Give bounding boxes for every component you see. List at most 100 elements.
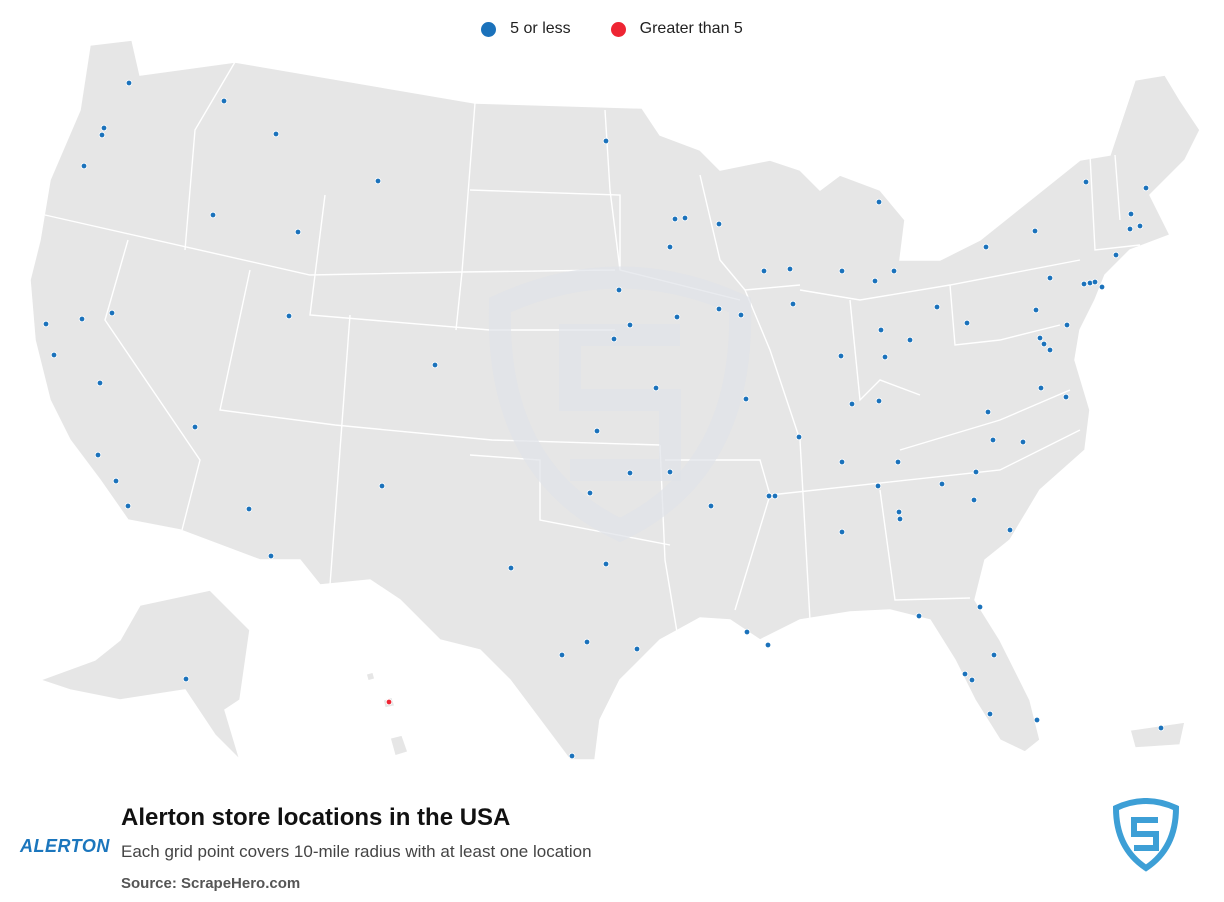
location-point-5-or-less bbox=[220, 97, 228, 105]
location-point-5-or-less bbox=[1036, 334, 1044, 342]
location-point-5-or-less bbox=[1112, 251, 1120, 259]
location-point-5-or-less bbox=[1157, 724, 1165, 732]
location-point-5-or-less bbox=[837, 352, 845, 360]
border-line bbox=[1114, 154, 1121, 221]
location-point-5-or-less bbox=[1082, 178, 1090, 186]
location-point-5-or-less bbox=[1080, 280, 1088, 288]
border-line bbox=[799, 259, 1081, 301]
location-point-5-or-less bbox=[715, 305, 723, 313]
border-line bbox=[849, 299, 921, 402]
location-point-5-or-less bbox=[795, 433, 803, 441]
legend-item-greater-than-5: Greater than 5 bbox=[610, 20, 743, 38]
location-point-5-or-less bbox=[374, 177, 382, 185]
map-title: Alerton store locations in the USA bbox=[121, 804, 511, 831]
border-line bbox=[469, 189, 621, 270]
location-point-5-or-less bbox=[285, 312, 293, 320]
location-point-5-or-less bbox=[191, 423, 199, 431]
map-subtitle: Each grid point covers 10-mile radius wi… bbox=[121, 842, 592, 861]
location-point-5-or-less bbox=[209, 211, 217, 219]
location-point-5-or-less bbox=[915, 612, 923, 620]
location-point-5-or-less bbox=[378, 482, 386, 490]
location-point-5-or-less bbox=[764, 641, 772, 649]
alaska-shape bbox=[37, 589, 251, 761]
location-point-5-or-less bbox=[1019, 438, 1027, 446]
border-line bbox=[699, 174, 801, 291]
location-point-5-or-less bbox=[593, 427, 601, 435]
location-point-5-or-less bbox=[615, 286, 623, 294]
location-point-5-or-less bbox=[742, 395, 750, 403]
location-point-5-or-less bbox=[881, 353, 889, 361]
location-point-5-or-less bbox=[1037, 384, 1045, 392]
location-point-5-or-less bbox=[98, 131, 106, 139]
location-point-5-or-less bbox=[875, 397, 883, 405]
location-point-5-or-less bbox=[124, 502, 132, 510]
location-point-5-or-less bbox=[125, 79, 133, 87]
location-point-5-or-less bbox=[1046, 346, 1054, 354]
watermark-outline bbox=[488, 266, 752, 543]
location-point-5-or-less bbox=[666, 243, 674, 251]
location-point-5-or-less bbox=[938, 480, 946, 488]
location-point-5-or-less bbox=[100, 124, 108, 132]
location-point-5-or-less bbox=[80, 162, 88, 170]
location-point-5-or-less bbox=[245, 505, 253, 513]
location-point-greater-than-5 bbox=[385, 698, 393, 706]
legend-label: Greater than 5 bbox=[639, 20, 743, 37]
location-points-small bbox=[42, 79, 1165, 760]
legend-dot-red-icon bbox=[610, 21, 626, 37]
location-point-5-or-less bbox=[78, 315, 86, 323]
border-line bbox=[879, 489, 971, 601]
location-point-5-or-less bbox=[982, 243, 990, 251]
location-point-5-or-less bbox=[760, 267, 768, 275]
location-point-5-or-less bbox=[972, 468, 980, 476]
location-point-5-or-less bbox=[42, 320, 50, 328]
location-point-5-or-less bbox=[626, 321, 634, 329]
location-point-5-or-less bbox=[838, 528, 846, 536]
location-point-5-or-less bbox=[871, 277, 879, 285]
location-point-5-or-less bbox=[984, 408, 992, 416]
hawaii-island-big bbox=[389, 734, 409, 757]
hawaii-island-oahu bbox=[365, 671, 376, 682]
location-point-5-or-less bbox=[681, 214, 689, 222]
location-point-5-or-less bbox=[1136, 222, 1144, 230]
location-point-5-or-less bbox=[182, 675, 190, 683]
location-point-5-or-less bbox=[1126, 225, 1134, 233]
legend: 5 or less Greater than 5 bbox=[0, 20, 1224, 38]
location-point-5-or-less bbox=[896, 515, 904, 523]
legend-dot-blue-icon bbox=[481, 21, 497, 37]
location-point-5-or-less bbox=[771, 492, 779, 500]
location-point-5-or-less bbox=[743, 628, 751, 636]
location-point-5-or-less bbox=[1006, 526, 1014, 534]
location-point-5-or-less bbox=[986, 710, 994, 718]
location-point-5-or-less bbox=[890, 267, 898, 275]
location-point-5-or-less bbox=[875, 198, 883, 206]
shield-letter-s bbox=[1131, 817, 1159, 851]
source-text: Source: ScrapeHero.com bbox=[121, 875, 301, 892]
location-point-5-or-less bbox=[507, 564, 515, 572]
border-line bbox=[744, 289, 811, 621]
location-point-5-or-less bbox=[272, 130, 280, 138]
location-point-5-or-less bbox=[877, 326, 885, 334]
location-point-5-or-less bbox=[568, 752, 576, 760]
location-point-5-or-less bbox=[786, 265, 794, 273]
border-line bbox=[1089, 154, 1141, 251]
location-point-5-or-less bbox=[652, 384, 660, 392]
location-point-5-or-less bbox=[961, 670, 969, 678]
location-point-5-or-less bbox=[894, 458, 902, 466]
watermark-s bbox=[559, 324, 681, 481]
location-point-5-or-less bbox=[1033, 716, 1041, 724]
puerto-rico-shape bbox=[1129, 721, 1186, 749]
border-line bbox=[184, 61, 236, 251]
state-borders bbox=[44, 61, 1141, 651]
location-point-5-or-less bbox=[1031, 227, 1039, 235]
location-point-5-or-less bbox=[848, 400, 856, 408]
location-point-5-or-less bbox=[838, 458, 846, 466]
border-line bbox=[769, 429, 1081, 496]
border-line bbox=[219, 269, 661, 446]
location-point-5-or-less bbox=[1062, 393, 1070, 401]
location-point-5-or-less bbox=[933, 303, 941, 311]
location-point-5-or-less bbox=[610, 335, 618, 343]
location-point-5-or-less bbox=[963, 319, 971, 327]
location-points-large bbox=[385, 698, 393, 706]
location-point-5-or-less bbox=[602, 137, 610, 145]
